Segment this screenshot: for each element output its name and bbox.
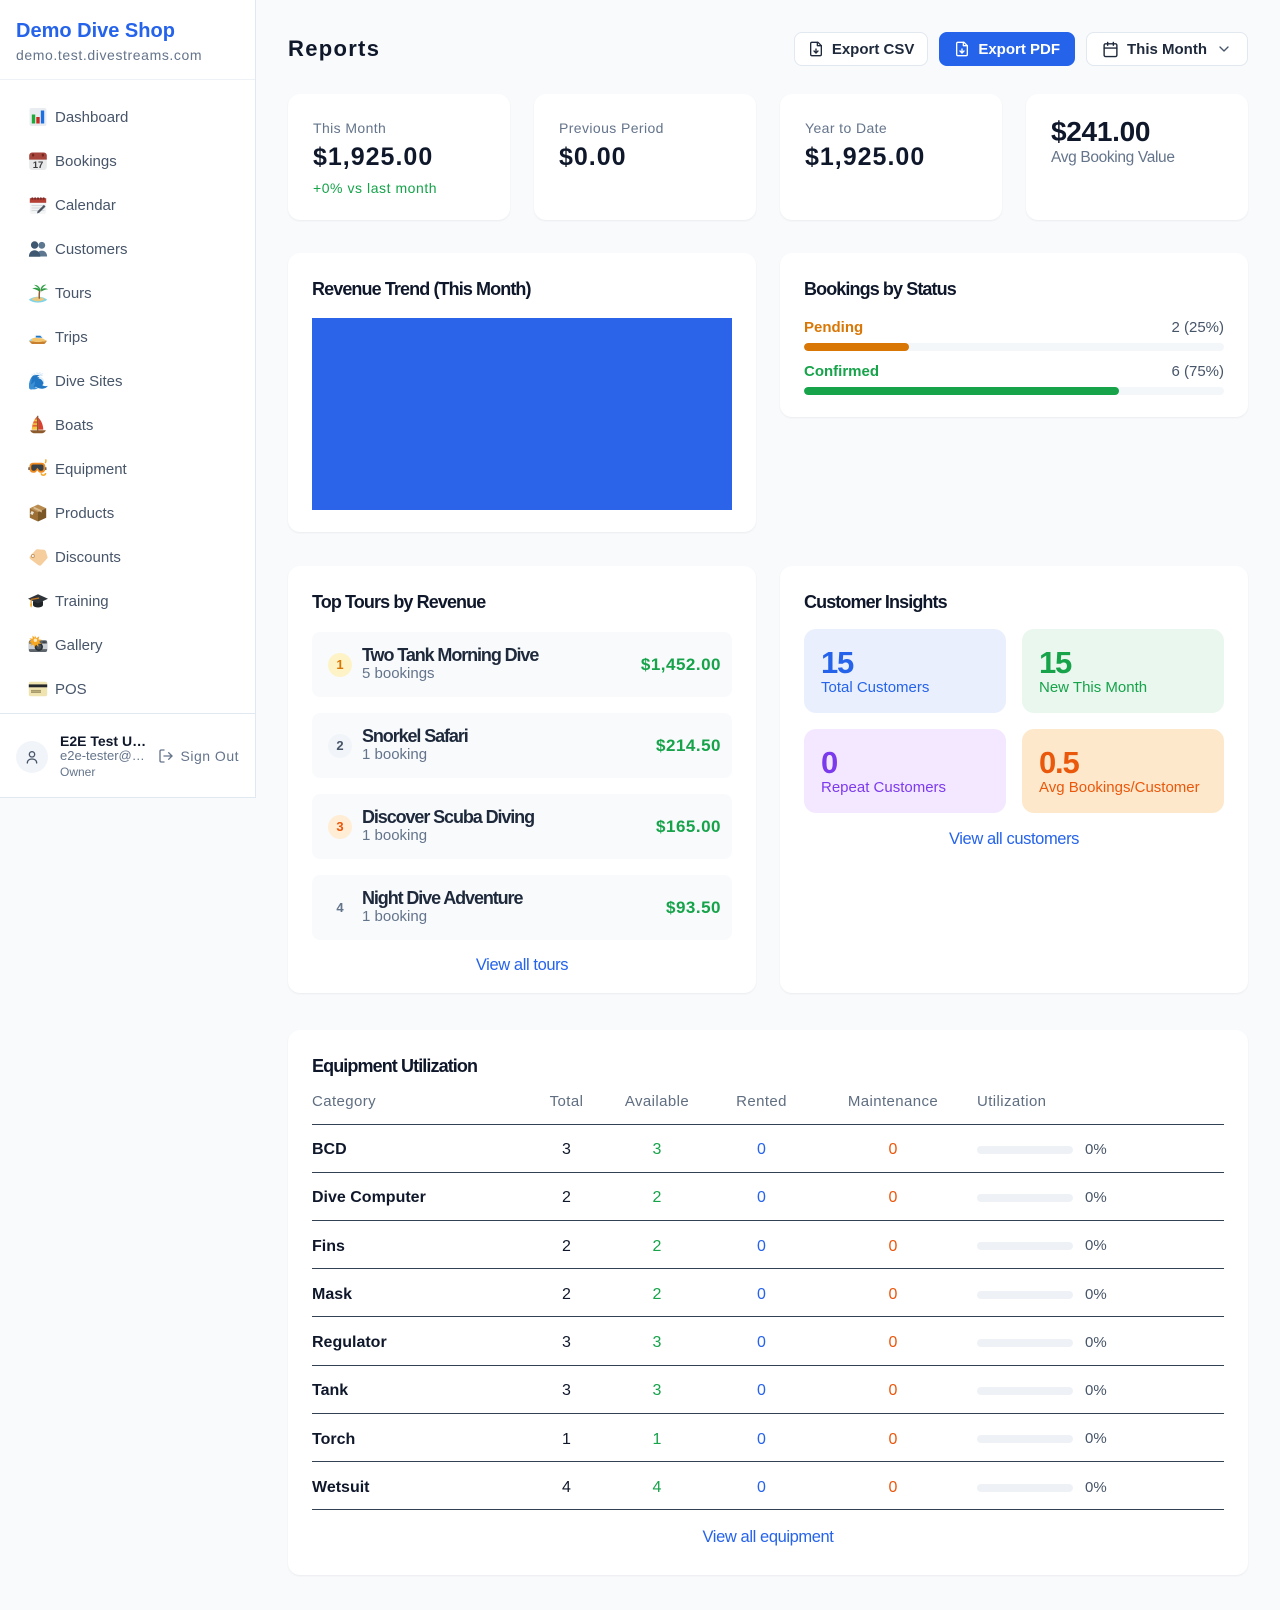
svg-text:17: 17 <box>33 160 44 171</box>
